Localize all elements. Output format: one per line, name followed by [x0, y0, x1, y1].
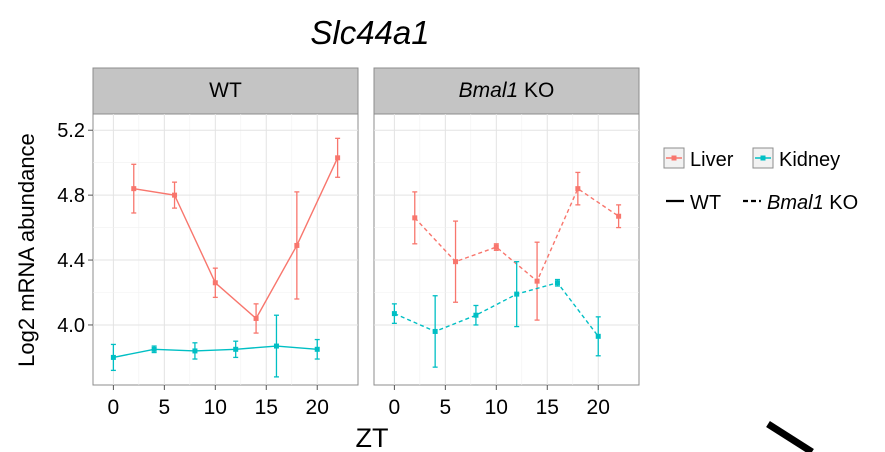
x-tick-label: 0: [108, 396, 120, 419]
data-point: [273, 343, 279, 349]
x-tick-label: 10: [204, 396, 227, 419]
x-axes: 0 5 10 15 20 0 5 10 15 20: [108, 385, 610, 419]
stray-mark: [766, 421, 814, 452]
series-line: [113, 345, 318, 359]
y-axis-label: Log2 mRNA abundance: [14, 133, 39, 367]
data-point: [212, 280, 218, 286]
x-tick-label: 15: [255, 396, 278, 419]
legend-label-wt: WT: [690, 192, 721, 214]
legend-key-wt: [664, 190, 686, 212]
series-line: [133, 157, 339, 320]
data-point: [294, 242, 300, 248]
legend-key-liver: [663, 147, 685, 169]
strip-label: Bmal1 KO: [459, 79, 555, 102]
x-tick-label: 15: [536, 396, 559, 419]
data-point: [412, 215, 418, 221]
legend-key-point: [671, 155, 677, 161]
series-liver: [131, 137, 341, 334]
data-point: [473, 312, 479, 318]
strip-label-text: KO: [518, 79, 554, 102]
data-point: [534, 278, 540, 284]
x-tick-label: 20: [587, 396, 610, 419]
legend-key-kidney: [752, 147, 774, 169]
legend-key-bmal1-ko: [741, 190, 763, 212]
series-kidney: [391, 261, 601, 368]
legend-label-text: KO: [824, 192, 858, 214]
legend: Liver Kidney WT Bmal1 KO: [663, 147, 858, 214]
y-axis: 4.0 4.4 4.8 5.2: [57, 120, 93, 337]
facet-panels: WT Bmal1 KO: [92, 67, 640, 386]
y-tick-label: 4.8: [57, 185, 85, 207]
x-tick-label: 0: [389, 396, 401, 419]
series-line: [394, 281, 599, 337]
x-axis-label: ZT: [356, 423, 389, 452]
data-point: [253, 315, 259, 321]
data-point: [493, 244, 499, 250]
data-point: [314, 346, 320, 352]
data-point: [595, 333, 601, 339]
data-point: [616, 213, 622, 219]
legend-label-liver: Liver: [690, 149, 734, 171]
legend-key-point: [760, 155, 766, 161]
strip-label-italic: Bmal1: [459, 79, 519, 102]
panel-2: Bmal1 KO: [373, 67, 640, 386]
data-point: [151, 346, 157, 352]
data-point: [432, 328, 438, 334]
data-point: [514, 291, 520, 297]
x-tick-label: 20: [306, 396, 329, 419]
y-tick-label: 4.4: [57, 250, 85, 272]
legend-label-italic: Bmal1: [767, 192, 824, 214]
chart-title: Slc44a1: [310, 14, 429, 51]
strip-label: WT: [209, 79, 242, 102]
y-tick-label: 4.0: [57, 315, 85, 337]
strip-background: [92, 67, 359, 115]
plot-area: [373, 113, 640, 386]
gridlines: [93, 114, 358, 385]
data-point: [335, 155, 341, 161]
data-point: [554, 280, 560, 286]
legend-label-bmal1-ko: Bmal1 KO: [767, 192, 858, 214]
data-point: [233, 346, 239, 352]
x-tick-label: 10: [485, 396, 508, 419]
data-point: [172, 192, 178, 198]
strip-background: [373, 67, 640, 115]
data-point: [391, 311, 397, 317]
data-point: [131, 186, 137, 192]
legend-label-kidney: Kidney: [779, 149, 840, 171]
x-axis-panel-1: 0 5 10 15 20: [108, 385, 329, 419]
x-axis-panel-2: 0 5 10 15 20: [389, 385, 610, 419]
panel-1: WT: [92, 67, 359, 386]
data-point: [192, 348, 198, 354]
data-point: [110, 354, 116, 360]
x-tick-label: 5: [440, 396, 452, 419]
y-tick-label: 5.2: [57, 120, 85, 142]
strip-label-text: WT: [209, 79, 242, 102]
data-point: [453, 259, 459, 265]
series-kidney: [110, 314, 320, 378]
x-tick-label: 5: [159, 396, 171, 419]
data-point: [575, 186, 581, 192]
plot-area: [92, 113, 359, 386]
